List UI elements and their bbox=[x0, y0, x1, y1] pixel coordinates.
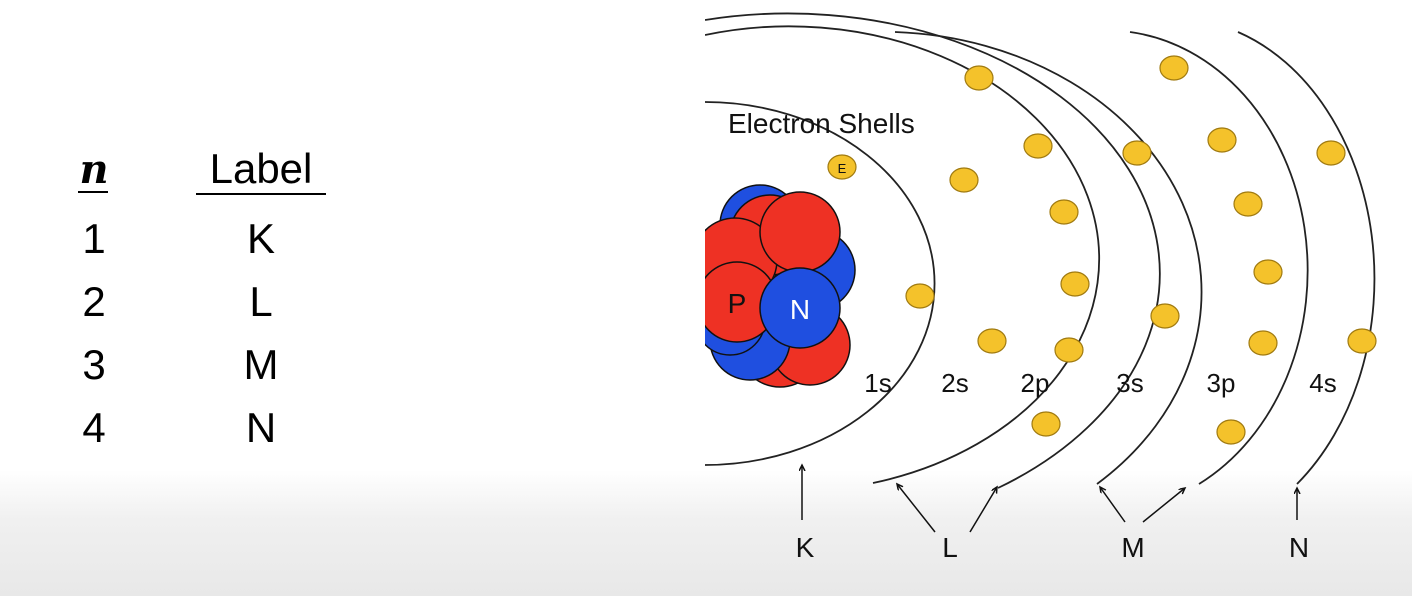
column-header-label: Label bbox=[209, 145, 313, 192]
nucleus: P N bbox=[705, 184, 856, 388]
electrons: E bbox=[827, 55, 1377, 445]
shell-pointer-arrows bbox=[802, 465, 1297, 533]
table-cell-n: 2 bbox=[82, 278, 106, 325]
orbit-rings bbox=[705, 12, 1376, 489]
electron bbox=[1233, 191, 1263, 217]
electron bbox=[1054, 337, 1084, 363]
electron bbox=[1122, 140, 1152, 166]
electron bbox=[1216, 419, 1246, 445]
header-label-underline bbox=[196, 193, 326, 195]
electron bbox=[1347, 328, 1377, 354]
arrow-m-right bbox=[1142, 488, 1185, 523]
electron bbox=[1023, 133, 1053, 159]
shell-label-table: n Label 1 K 2 L 3 M 4 N bbox=[0, 0, 420, 596]
table-cell-n: 1 bbox=[82, 215, 106, 262]
electron bbox=[964, 65, 994, 91]
electron bbox=[1159, 55, 1189, 81]
column-header-n: n bbox=[79, 146, 109, 193]
arrow-l-right bbox=[969, 487, 997, 533]
arrow-l-left bbox=[897, 484, 936, 533]
orbit-2p bbox=[705, 12, 1161, 489]
neutron-label: N bbox=[790, 294, 810, 325]
table-cell-label: N bbox=[245, 404, 277, 451]
electron bbox=[1150, 303, 1180, 329]
header-n-underline bbox=[78, 191, 108, 193]
subshell-label-2s: 2s bbox=[941, 368, 968, 398]
electron-shells-diagram: P N E Electron Shells bbox=[705, 12, 1377, 563]
subshell-label-3p: 3p bbox=[1207, 368, 1236, 398]
electron bbox=[1248, 330, 1278, 356]
electron bbox=[1049, 199, 1079, 225]
shell-label-k: K bbox=[796, 532, 815, 563]
table-cell-label: L bbox=[249, 278, 273, 325]
electron-label: E bbox=[838, 161, 847, 176]
electron bbox=[949, 167, 979, 193]
electron bbox=[1060, 271, 1090, 297]
table-cell-label: K bbox=[246, 215, 275, 262]
shell-label-m: M bbox=[1121, 532, 1144, 563]
electron bbox=[1253, 259, 1283, 285]
electron bbox=[905, 283, 935, 309]
diagram-title: Electron Shells bbox=[728, 108, 915, 139]
electron bbox=[1031, 411, 1061, 437]
shell-label-n: N bbox=[1289, 532, 1309, 563]
electron bbox=[1207, 127, 1237, 153]
subshell-label-3s: 3s bbox=[1116, 368, 1143, 398]
subshell-label-4s: 4s bbox=[1309, 368, 1336, 398]
table-cell-n: 3 bbox=[82, 341, 106, 388]
orbit-3s bbox=[894, 31, 1203, 485]
subshell-label-2p: 2p bbox=[1021, 368, 1050, 398]
orbit-3p bbox=[1129, 31, 1309, 485]
subshell-label-1s: 1s bbox=[864, 368, 891, 398]
shell-label-l: L bbox=[942, 532, 958, 563]
table-cell-label: M bbox=[243, 341, 279, 388]
neutron bbox=[759, 267, 841, 349]
electron bbox=[977, 328, 1007, 354]
electron bbox=[1316, 140, 1346, 166]
orbit-4s bbox=[1237, 31, 1376, 485]
electron bbox=[827, 154, 857, 180]
arrow-m-left bbox=[1100, 487, 1126, 523]
proton-label: P bbox=[728, 288, 747, 319]
orbit-2s bbox=[705, 25, 1101, 484]
proton bbox=[759, 191, 841, 273]
orbit-1s bbox=[705, 101, 936, 466]
table-cell-n: 4 bbox=[82, 404, 106, 451]
